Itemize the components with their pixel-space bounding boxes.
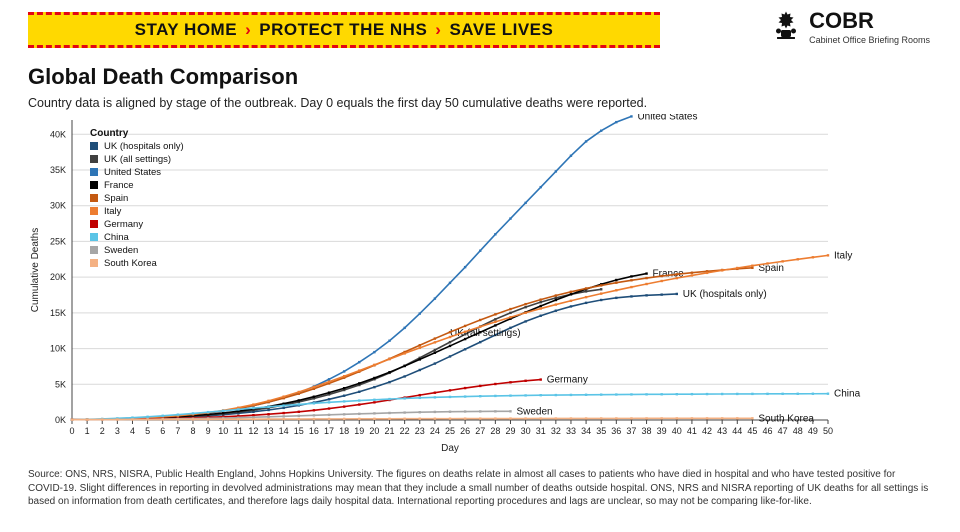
svg-text:16: 16 <box>309 426 319 436</box>
svg-text:UK (all settings): UK (all settings) <box>104 154 171 165</box>
svg-text:0K: 0K <box>55 415 66 425</box>
svg-text:18: 18 <box>339 426 349 436</box>
svg-text:33: 33 <box>566 426 576 436</box>
svg-text:Germany: Germany <box>547 375 588 386</box>
svg-text:31: 31 <box>536 426 546 436</box>
svg-text:19: 19 <box>354 426 364 436</box>
svg-text:25: 25 <box>445 426 455 436</box>
svg-text:30K: 30K <box>50 201 66 211</box>
svg-text:Sweden: Sweden <box>516 406 552 417</box>
svg-text:21: 21 <box>385 426 395 436</box>
svg-text:32: 32 <box>551 426 561 436</box>
svg-text:47: 47 <box>778 426 788 436</box>
svg-text:South Korea: South Korea <box>758 413 814 424</box>
chevron-right-icon: › <box>245 20 251 40</box>
svg-text:Cumulative Deaths: Cumulative Deaths <box>30 228 41 312</box>
svg-text:4: 4 <box>130 426 135 436</box>
svg-text:36: 36 <box>611 426 621 436</box>
svg-text:10K: 10K <box>50 344 66 354</box>
svg-text:Day: Day <box>441 443 459 454</box>
svg-text:12: 12 <box>248 426 258 436</box>
svg-text:41: 41 <box>687 426 697 436</box>
svg-text:China: China <box>104 232 130 243</box>
warning-banner: STAY HOME › PROTECT THE NHS › SAVE LIVES <box>28 12 660 48</box>
svg-text:5: 5 <box>145 426 150 436</box>
svg-text:1: 1 <box>85 426 90 436</box>
svg-text:39: 39 <box>657 426 667 436</box>
chevron-right-icon: › <box>435 20 441 40</box>
svg-text:44: 44 <box>732 426 742 436</box>
svg-text:Country: Country <box>90 128 129 139</box>
banner-part2: PROTECT THE NHS <box>259 20 427 40</box>
svg-text:20: 20 <box>369 426 379 436</box>
svg-text:35: 35 <box>596 426 606 436</box>
svg-text:49: 49 <box>808 426 818 436</box>
cobr-sub: Cabinet Office Briefing Rooms <box>809 35 930 45</box>
cobr-title: COBR <box>809 10 930 32</box>
source-note: Source: ONS, NRS, NISRA, Public Health E… <box>28 468 932 509</box>
svg-text:20K: 20K <box>50 272 66 282</box>
svg-text:42: 42 <box>702 426 712 436</box>
svg-text:30: 30 <box>521 426 531 436</box>
svg-text:8: 8 <box>190 426 195 436</box>
svg-text:United States: United States <box>104 167 161 178</box>
line-chart: 0K5K10K15K20K25K30K35K40K012345678910111… <box>24 114 936 454</box>
svg-text:37: 37 <box>626 426 636 436</box>
svg-text:13: 13 <box>264 426 274 436</box>
svg-text:3: 3 <box>115 426 120 436</box>
crown-icon <box>771 10 801 40</box>
title-block: Global Death Comparison Country data is … <box>28 64 647 110</box>
svg-text:15: 15 <box>294 426 304 436</box>
svg-text:10: 10 <box>218 426 228 436</box>
svg-text:Italy: Italy <box>104 206 122 217</box>
svg-text:Sweden: Sweden <box>104 245 138 256</box>
svg-text:35K: 35K <box>50 165 66 175</box>
svg-text:6: 6 <box>160 426 165 436</box>
svg-text:45: 45 <box>747 426 757 436</box>
svg-text:40K: 40K <box>50 129 66 139</box>
svg-text:25K: 25K <box>50 236 66 246</box>
svg-text:France: France <box>104 180 134 191</box>
svg-text:40: 40 <box>672 426 682 436</box>
svg-text:Italy: Italy <box>834 250 852 261</box>
svg-text:23: 23 <box>415 426 425 436</box>
svg-text:United States: United States <box>637 114 697 122</box>
svg-text:China: China <box>834 389 861 400</box>
svg-text:17: 17 <box>324 426 334 436</box>
svg-text:15K: 15K <box>50 308 66 318</box>
banner-part3: SAVE LIVES <box>449 20 553 40</box>
chart-subtitle: Country data is aligned by stage of the … <box>28 96 647 110</box>
chart-svg: 0K5K10K15K20K25K30K35K40K012345678910111… <box>24 114 936 454</box>
svg-text:22: 22 <box>400 426 410 436</box>
svg-text:28: 28 <box>490 426 500 436</box>
svg-text:14: 14 <box>279 426 289 436</box>
svg-text:46: 46 <box>763 426 773 436</box>
banner-text: STAY HOME › PROTECT THE NHS › SAVE LIVES <box>135 20 554 40</box>
banner-part1: STAY HOME <box>135 20 237 40</box>
svg-text:26: 26 <box>460 426 470 436</box>
svg-text:7: 7 <box>175 426 180 436</box>
svg-text:27: 27 <box>475 426 485 436</box>
svg-text:UK (hospitals only): UK (hospitals only) <box>104 141 184 152</box>
svg-text:24: 24 <box>430 426 440 436</box>
svg-text:11: 11 <box>234 426 243 436</box>
svg-text:2: 2 <box>100 426 105 436</box>
svg-text:29: 29 <box>505 426 515 436</box>
svg-text:0: 0 <box>69 426 74 436</box>
svg-text:48: 48 <box>793 426 803 436</box>
svg-text:Germany: Germany <box>104 219 143 230</box>
svg-text:50: 50 <box>823 426 833 436</box>
svg-text:South Korea: South Korea <box>104 258 158 269</box>
svg-text:Spain: Spain <box>104 193 128 204</box>
chart-title: Global Death Comparison <box>28 64 647 90</box>
cobr-logo: COBR Cabinet Office Briefing Rooms <box>771 10 930 45</box>
svg-text:34: 34 <box>581 426 591 436</box>
svg-text:9: 9 <box>206 426 211 436</box>
svg-text:UK (hospitals only): UK (hospitals only) <box>683 289 767 300</box>
svg-text:5K: 5K <box>55 379 66 389</box>
svg-text:38: 38 <box>642 426 652 436</box>
svg-text:43: 43 <box>717 426 727 436</box>
